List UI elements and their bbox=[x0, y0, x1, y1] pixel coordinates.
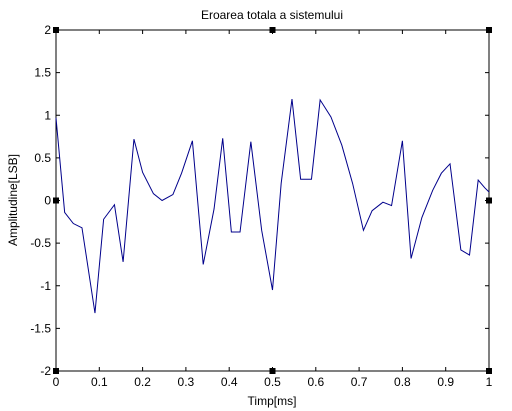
axis-handle-marker bbox=[486, 27, 492, 33]
y-tick-label: 0 bbox=[44, 194, 51, 208]
y-tick-label: 1.5 bbox=[34, 66, 51, 80]
y-tick-label: -1 bbox=[40, 279, 51, 293]
axis-handle-marker bbox=[53, 27, 59, 33]
x-tick-label: 0.2 bbox=[134, 375, 151, 389]
y-tick-label: -2 bbox=[40, 364, 51, 378]
x-tick-label: 0.9 bbox=[437, 375, 454, 389]
axis-handle-marker bbox=[486, 368, 492, 374]
axis-handle-marker bbox=[53, 368, 59, 374]
series-group bbox=[55, 98, 490, 314]
x-axis-label: Timp[ms] bbox=[248, 394, 297, 408]
chart-title: Eroarea totala a sistemului bbox=[201, 8, 343, 22]
x-tick-label: 0.7 bbox=[351, 375, 368, 389]
y-tick-label: 1 bbox=[44, 108, 51, 122]
plot-area bbox=[55, 29, 490, 372]
series-line bbox=[55, 98, 490, 314]
y-tick-label: -1.5 bbox=[30, 321, 51, 335]
axis-handle-marker bbox=[269, 368, 276, 374]
axis-handle-marker bbox=[269, 27, 276, 33]
y-tick-label: 0.5 bbox=[34, 151, 51, 165]
y-tick-label: 2 bbox=[44, 23, 51, 37]
x-tick-label: 0.3 bbox=[178, 375, 195, 389]
y-axis-label: Amplitudine[LSB] bbox=[6, 154, 20, 246]
axis-markers bbox=[53, 27, 492, 374]
x-tick-label: 0 bbox=[53, 375, 60, 389]
x-tick-label: 0.4 bbox=[221, 375, 238, 389]
x-tick-label: 1 bbox=[486, 375, 493, 389]
axis-handle-marker bbox=[53, 197, 59, 204]
x-tick-label: 0.8 bbox=[394, 375, 411, 389]
x-tick-label: 0.6 bbox=[307, 375, 324, 389]
y-tick-label: -0.5 bbox=[30, 236, 51, 250]
axis-handle-marker bbox=[486, 197, 492, 204]
tick-labels: 0 0.1 0.2 0.3 0.4 0.5 0.6 0.7 0.8 0.9 1 2 1.5 1 0.5 0 -0… bbox=[30, 23, 492, 389]
x-tick-label: 0.5 bbox=[264, 375, 281, 389]
x-tick-label: 0.1 bbox=[91, 375, 108, 389]
